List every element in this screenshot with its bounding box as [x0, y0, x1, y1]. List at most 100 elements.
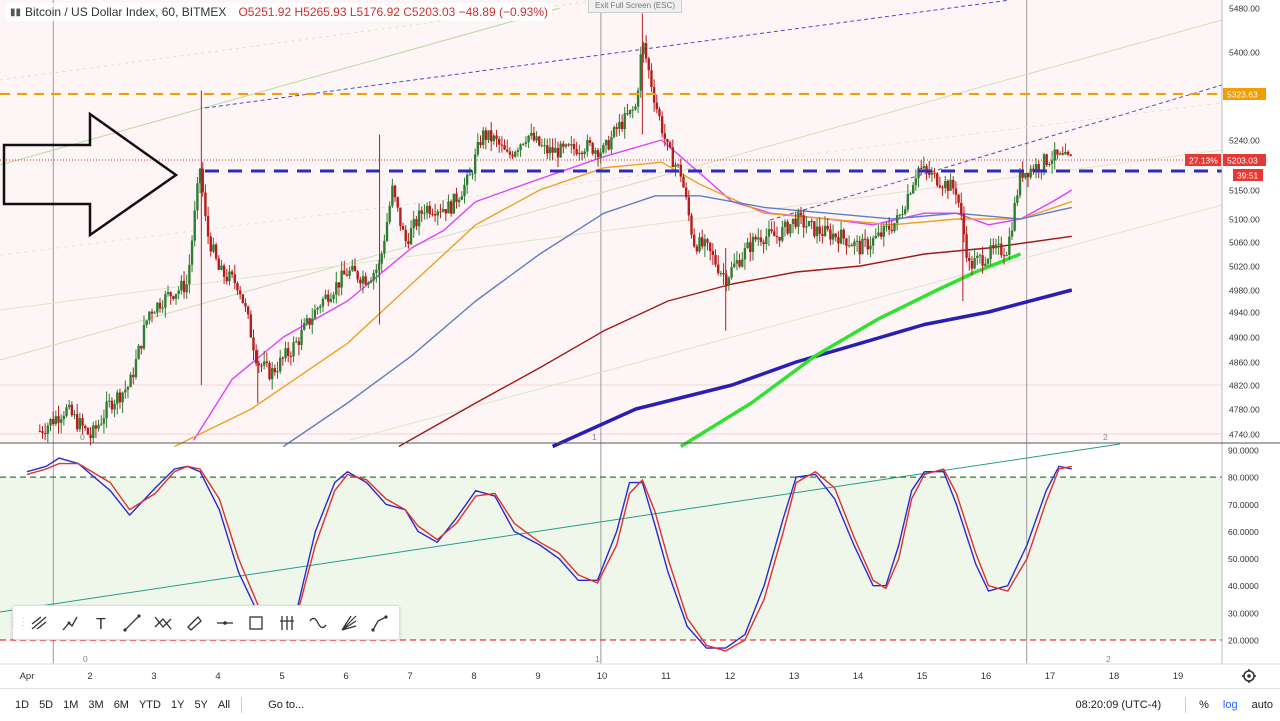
- candle[interactable]: [893, 223, 896, 232]
- candle[interactable]: [174, 293, 178, 299]
- candle[interactable]: [268, 362, 271, 380]
- candle[interactable]: [500, 144, 504, 146]
- candle[interactable]: [364, 276, 367, 285]
- price-pane[interactable]: [0, 0, 1222, 442]
- range-3m[interactable]: 3M: [88, 699, 104, 711]
- candle[interactable]: [516, 150, 520, 153]
- candle[interactable]: [1010, 230, 1014, 237]
- candle[interactable]: [276, 371, 279, 373]
- candle[interactable]: [252, 337, 255, 351]
- candle[interactable]: [725, 274, 728, 286]
- candle[interactable]: [265, 361, 269, 363]
- oscillator-axis[interactable]: 90.0000 80.0000 70.0000 60.0000 50.0000 40.00…: [1228, 446, 1259, 646]
- candle[interactable]: [519, 144, 522, 151]
- candle[interactable]: [311, 318, 314, 325]
- candle[interactable]: [741, 259, 744, 267]
- candle[interactable]: [196, 183, 199, 211]
- candle[interactable]: [762, 242, 765, 245]
- candle[interactable]: [559, 143, 562, 158]
- clock[interactable]: 08:20:09 (UTC-4): [1075, 699, 1162, 711]
- candle[interactable]: [329, 298, 333, 302]
- candle[interactable]: [393, 185, 397, 198]
- candle[interactable]: [527, 135, 530, 142]
- price-axis[interactable]: 5480.00 5400.00 5240.00 5150.00 5100.00 5060.…: [1185, 4, 1266, 440]
- candle[interactable]: [158, 302, 162, 309]
- range-1m[interactable]: 1M: [63, 699, 79, 711]
- candle[interactable]: [583, 151, 586, 155]
- candle[interactable]: [783, 221, 787, 228]
- candle[interactable]: [487, 130, 490, 140]
- candle[interactable]: [671, 147, 675, 167]
- candle[interactable]: [289, 355, 293, 357]
- candle[interactable]: [578, 152, 581, 155]
- candle[interactable]: [642, 43, 645, 55]
- candle[interactable]: [588, 140, 592, 143]
- select-box-icon[interactable]: [240, 607, 271, 638]
- candle[interactable]: [810, 221, 813, 223]
- candle[interactable]: [992, 245, 995, 249]
- candle[interactable]: [220, 265, 223, 270]
- candle[interactable]: [1066, 151, 1070, 155]
- candle[interactable]: [367, 282, 370, 285]
- candle[interactable]: [161, 307, 164, 309]
- candle[interactable]: [805, 226, 808, 228]
- candle[interactable]: [262, 361, 266, 366]
- candle[interactable]: [658, 109, 661, 117]
- stoch-d-line[interactable]: [26, 462, 1072, 652]
- candle[interactable]: [847, 245, 851, 247]
- candle[interactable]: [383, 240, 386, 254]
- candle[interactable]: [781, 227, 784, 241]
- candle[interactable]: [855, 240, 859, 242]
- candle[interactable]: [532, 132, 536, 141]
- candle[interactable]: [944, 180, 947, 189]
- ma-navy-line[interactable]: [551, 288, 1073, 449]
- candle[interactable]: [986, 259, 990, 264]
- candle[interactable]: [241, 294, 245, 303]
- candle[interactable]: [372, 272, 375, 281]
- candle[interactable]: [193, 210, 196, 241]
- range-1d[interactable]: 1D: [15, 699, 30, 711]
- candle[interactable]: [826, 225, 829, 230]
- candle[interactable]: [631, 109, 634, 111]
- candle[interactable]: [121, 392, 124, 403]
- candle[interactable]: [548, 147, 552, 154]
- candle[interactable]: [887, 225, 891, 230]
- candle[interactable]: [821, 233, 824, 236]
- candle[interactable]: [140, 345, 143, 349]
- candle[interactable]: [116, 392, 119, 404]
- candle[interactable]: [522, 143, 525, 145]
- candle[interactable]: [802, 215, 805, 228]
- drag-handle-icon[interactable]: ⋮⋮: [8, 617, 28, 628]
- candle[interactable]: [981, 255, 984, 266]
- candle[interactable]: [799, 212, 803, 216]
- candle[interactable]: [663, 133, 666, 140]
- candle[interactable]: [674, 164, 677, 167]
- candle[interactable]: [148, 311, 151, 321]
- candle[interactable]: [156, 302, 159, 313]
- candle[interactable]: [794, 218, 797, 227]
- trendline[interactable]: [0, 102, 1223, 256]
- candle[interactable]: [94, 425, 98, 429]
- candle[interactable]: [727, 277, 731, 286]
- candle[interactable]: [254, 350, 258, 364]
- candle[interactable]: [89, 434, 92, 439]
- candle[interactable]: [281, 357, 285, 359]
- candle[interactable]: [172, 296, 175, 299]
- candle[interactable]: [949, 179, 952, 191]
- candle[interactable]: [775, 236, 779, 238]
- candle[interactable]: [960, 202, 963, 214]
- candle[interactable]: [885, 225, 888, 227]
- candle[interactable]: [615, 127, 618, 129]
- candle[interactable]: [297, 341, 301, 345]
- candle[interactable]: [182, 280, 186, 293]
- candle[interactable]: [834, 233, 837, 238]
- candle[interactable]: [901, 214, 904, 216]
- candle[interactable]: [385, 222, 389, 241]
- candle[interactable]: [238, 290, 242, 295]
- candle[interactable]: [124, 389, 127, 393]
- candle[interactable]: [698, 237, 701, 252]
- candle[interactable]: [634, 106, 637, 110]
- candle[interactable]: [626, 113, 629, 115]
- candle[interactable]: [249, 314, 253, 338]
